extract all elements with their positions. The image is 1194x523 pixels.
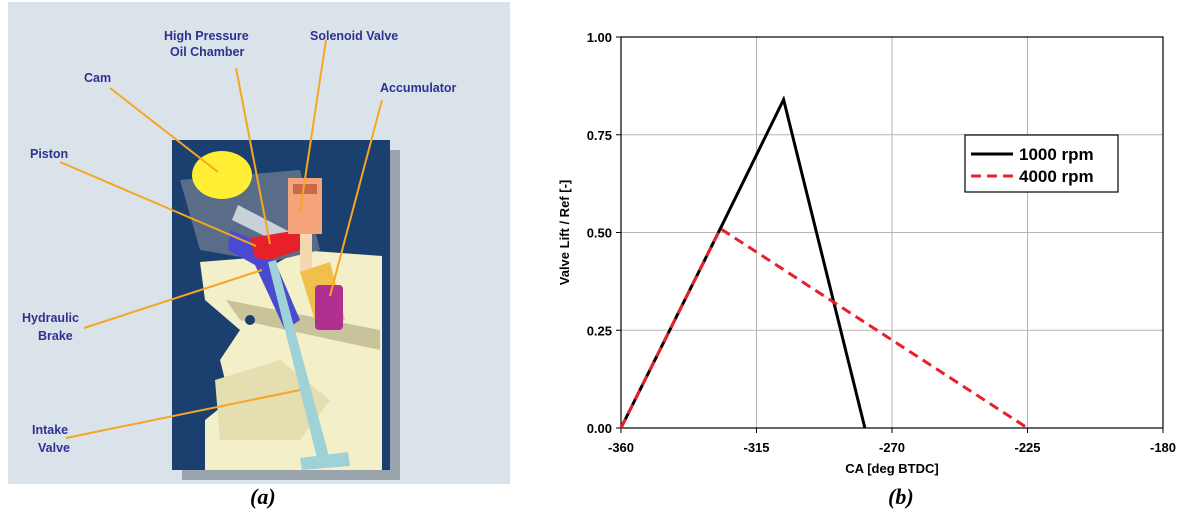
callout-line-cam	[109, 87, 219, 173]
x-tick-label: -270	[879, 440, 905, 455]
caption-a: (a)	[250, 484, 276, 509]
legend-label-1000-rpm: 1000 rpm	[1019, 145, 1094, 164]
caption-b: (b)	[888, 484, 914, 509]
accumulator-spring	[315, 285, 343, 330]
callout-line-piston	[59, 161, 257, 247]
axis-ticks: -360 -315 -270 -225 -180 0.00 0.25 0.50 0.75 1.00	[587, 30, 1176, 455]
oil-chamber-shape	[250, 228, 312, 260]
label-intake-valve-line1: Intake	[32, 423, 68, 437]
panel-a-schematic: Cam High Pressure Oil Chamber Solenoid V…	[0, 0, 520, 518]
y-tick-label: 0.75	[587, 128, 612, 143]
y-tick-label: 0.25	[587, 323, 612, 338]
casting-hole	[245, 315, 255, 325]
y-tick-label: 0.00	[587, 421, 612, 436]
schematic-figure: Cam High Pressure Oil Chamber Solenoid V…	[8, 2, 510, 484]
x-tick-label: -360	[608, 440, 634, 455]
label-hydraulic-brake-line2: Brake	[38, 329, 73, 343]
series-line-4000-rpm	[619, 226, 1029, 430]
x-tick-label: -180	[1150, 440, 1176, 455]
label-accumulator: Accumulator	[380, 81, 457, 95]
panel-b-chart: -360 -315 -270 -225 -180 0.00 0.25 0.50 0.75 1.00…	[520, 0, 1194, 518]
solenoid-stem	[300, 234, 312, 274]
x-tick-label: -315	[743, 440, 769, 455]
x-tick-label: -225	[1014, 440, 1040, 455]
callout-line-solenoid	[299, 39, 327, 213]
label-intake-valve-line2: Valve	[38, 441, 70, 455]
label-cam: Cam	[84, 71, 111, 85]
casting-shading	[226, 300, 380, 350]
callout-line-accumulator	[329, 99, 383, 297]
x-axis-label: CA [deg BTDC]	[845, 461, 938, 476]
series-lines	[619, 95, 1029, 430]
callout-line-intake-valve	[65, 389, 301, 439]
series-line-1000-rpm	[619, 95, 867, 429]
y-tick-label: 1.00	[587, 30, 612, 45]
label-piston: Piston	[30, 147, 68, 161]
intake-valve-head	[300, 452, 350, 470]
callout-lines	[59, 39, 383, 439]
y-axis-label: Valve Lift / Ref [-]	[557, 180, 572, 285]
legend: 1000 rpm 4000 rpm	[964, 134, 1119, 193]
y-tick-label: 0.50	[587, 226, 612, 241]
valve-lift-chart: -360 -315 -270 -225 -180 0.00 0.25 0.50 0.75 1.00…	[557, 30, 1176, 476]
intake-valve-stem	[268, 260, 330, 462]
legend-box	[964, 134, 1119, 193]
legend-label-4000-rpm: 4000 rpm	[1019, 167, 1094, 186]
label-solenoid-valve: Solenoid Valve	[310, 29, 398, 43]
callout-line-high-pressure	[235, 67, 271, 245]
solenoid-detail	[293, 184, 317, 194]
label-high-pressure-line1: High Pressure	[164, 29, 249, 43]
callout-line-hydraulic-brake	[83, 269, 263, 329]
label-high-pressure-line2: Oil Chamber	[170, 45, 244, 59]
grid-lines	[620, 36, 1164, 429]
label-hydraulic-brake-line1: Hydraulic	[22, 311, 79, 325]
